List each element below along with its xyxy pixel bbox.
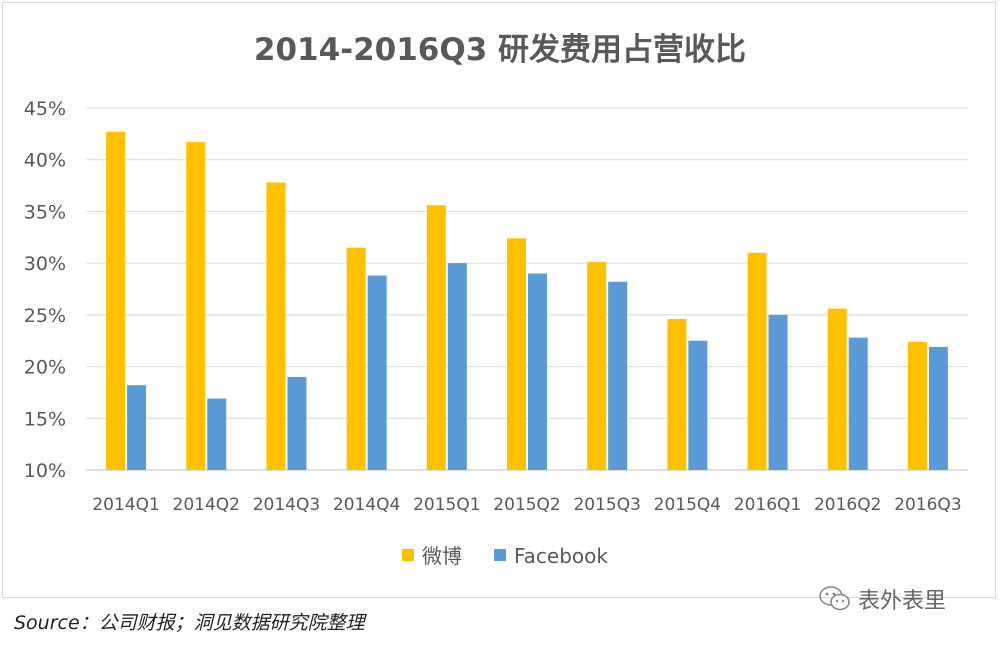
bar-weibo-2016Q2	[827, 308, 847, 470]
gridlines	[86, 107, 968, 471]
x-axis-ticks: 2014Q1 2014Q2 2014Q3 2014Q4 2015Q1 2015Q2 2015…	[92, 495, 961, 515]
x-tick-label: 2016Q3	[894, 495, 961, 515]
x-tick-label: 2014Q1	[92, 495, 159, 515]
x-tick-label: 2016Q2	[814, 495, 881, 515]
legend: 微博 Facebook	[402, 544, 608, 568]
y-axis-ticks: 10% 15% 20% 25% 30% 35% 40% 45%	[24, 98, 66, 482]
source-note: Source：公司财报；洞见数据研究院整理	[14, 612, 365, 634]
bar-weibo-2014Q3	[266, 182, 286, 470]
bar-weibo-2015Q4	[667, 318, 687, 470]
bar-facebook-2016Q1	[768, 314, 788, 470]
bar-facebook-2016Q2	[848, 337, 868, 470]
y-tick-label: 25%	[24, 305, 66, 327]
y-tick-label: 35%	[24, 201, 66, 223]
bar-facebook-2015Q1	[447, 263, 467, 470]
bar-weibo-2015Q3	[587, 262, 607, 470]
x-tick-label: 2014Q3	[253, 495, 320, 515]
bar-weibo-2015Q2	[507, 238, 526, 470]
wechat-icon	[819, 586, 850, 611]
chart-title: 2014-2016Q3 研发费用占营收比	[253, 32, 747, 68]
bar-weibo-2014Q4	[346, 247, 366, 470]
bar-facebook-2015Q3	[608, 281, 628, 470]
y-tick-label: 15%	[24, 408, 66, 430]
x-tick-label: 2016Q1	[734, 495, 801, 515]
watermark-text: 表外表里	[858, 589, 947, 614]
legend-label: Facebook	[514, 544, 608, 568]
x-tick-label: 2015Q1	[413, 495, 480, 515]
y-tick-label: 20%	[24, 357, 66, 379]
y-tick-label: 10%	[24, 460, 66, 482]
legend-swatch	[494, 549, 506, 561]
watermark: 表外表里	[818, 584, 946, 614]
bar-facebook-2015Q4	[688, 340, 708, 470]
bar-facebook-2014Q4	[367, 275, 387, 470]
bar-facebook-2014Q2	[207, 398, 227, 470]
y-tick-label: 45%	[24, 98, 66, 120]
bar-chart: 10%15%20%25%30%35%40%45% 2014Q1 2014Q2 201…	[24, 98, 968, 568]
bar-facebook-2014Q1	[127, 385, 147, 470]
x-tick-label: 2014Q2	[173, 495, 240, 515]
x-tick-label: 2014Q4	[333, 495, 400, 515]
legend-swatch	[402, 549, 414, 561]
bar-facebook-2016Q3	[928, 346, 948, 470]
legend-label: 微博	[422, 544, 462, 568]
x-tick-label: 2015Q2	[493, 495, 560, 515]
y-tick-label: 30%	[24, 253, 66, 275]
y-tick-label: 40%	[24, 150, 66, 172]
bar-facebook-2014Q3	[287, 376, 307, 470]
bar-weibo-2016Q1	[747, 252, 767, 470]
bar-weibo-2016Q3	[907, 341, 927, 470]
bar-weibo-2014Q2	[186, 142, 206, 471]
chart-frame	[2, 2, 996, 598]
bars	[106, 131, 948, 471]
x-tick-label: 2015Q3	[573, 495, 640, 515]
bar-facebook-2015Q2	[528, 273, 547, 470]
bar-weibo-2014Q1	[106, 131, 126, 470]
bar-weibo-2015Q1	[426, 205, 446, 471]
x-tick-label: 2015Q4	[654, 495, 721, 515]
